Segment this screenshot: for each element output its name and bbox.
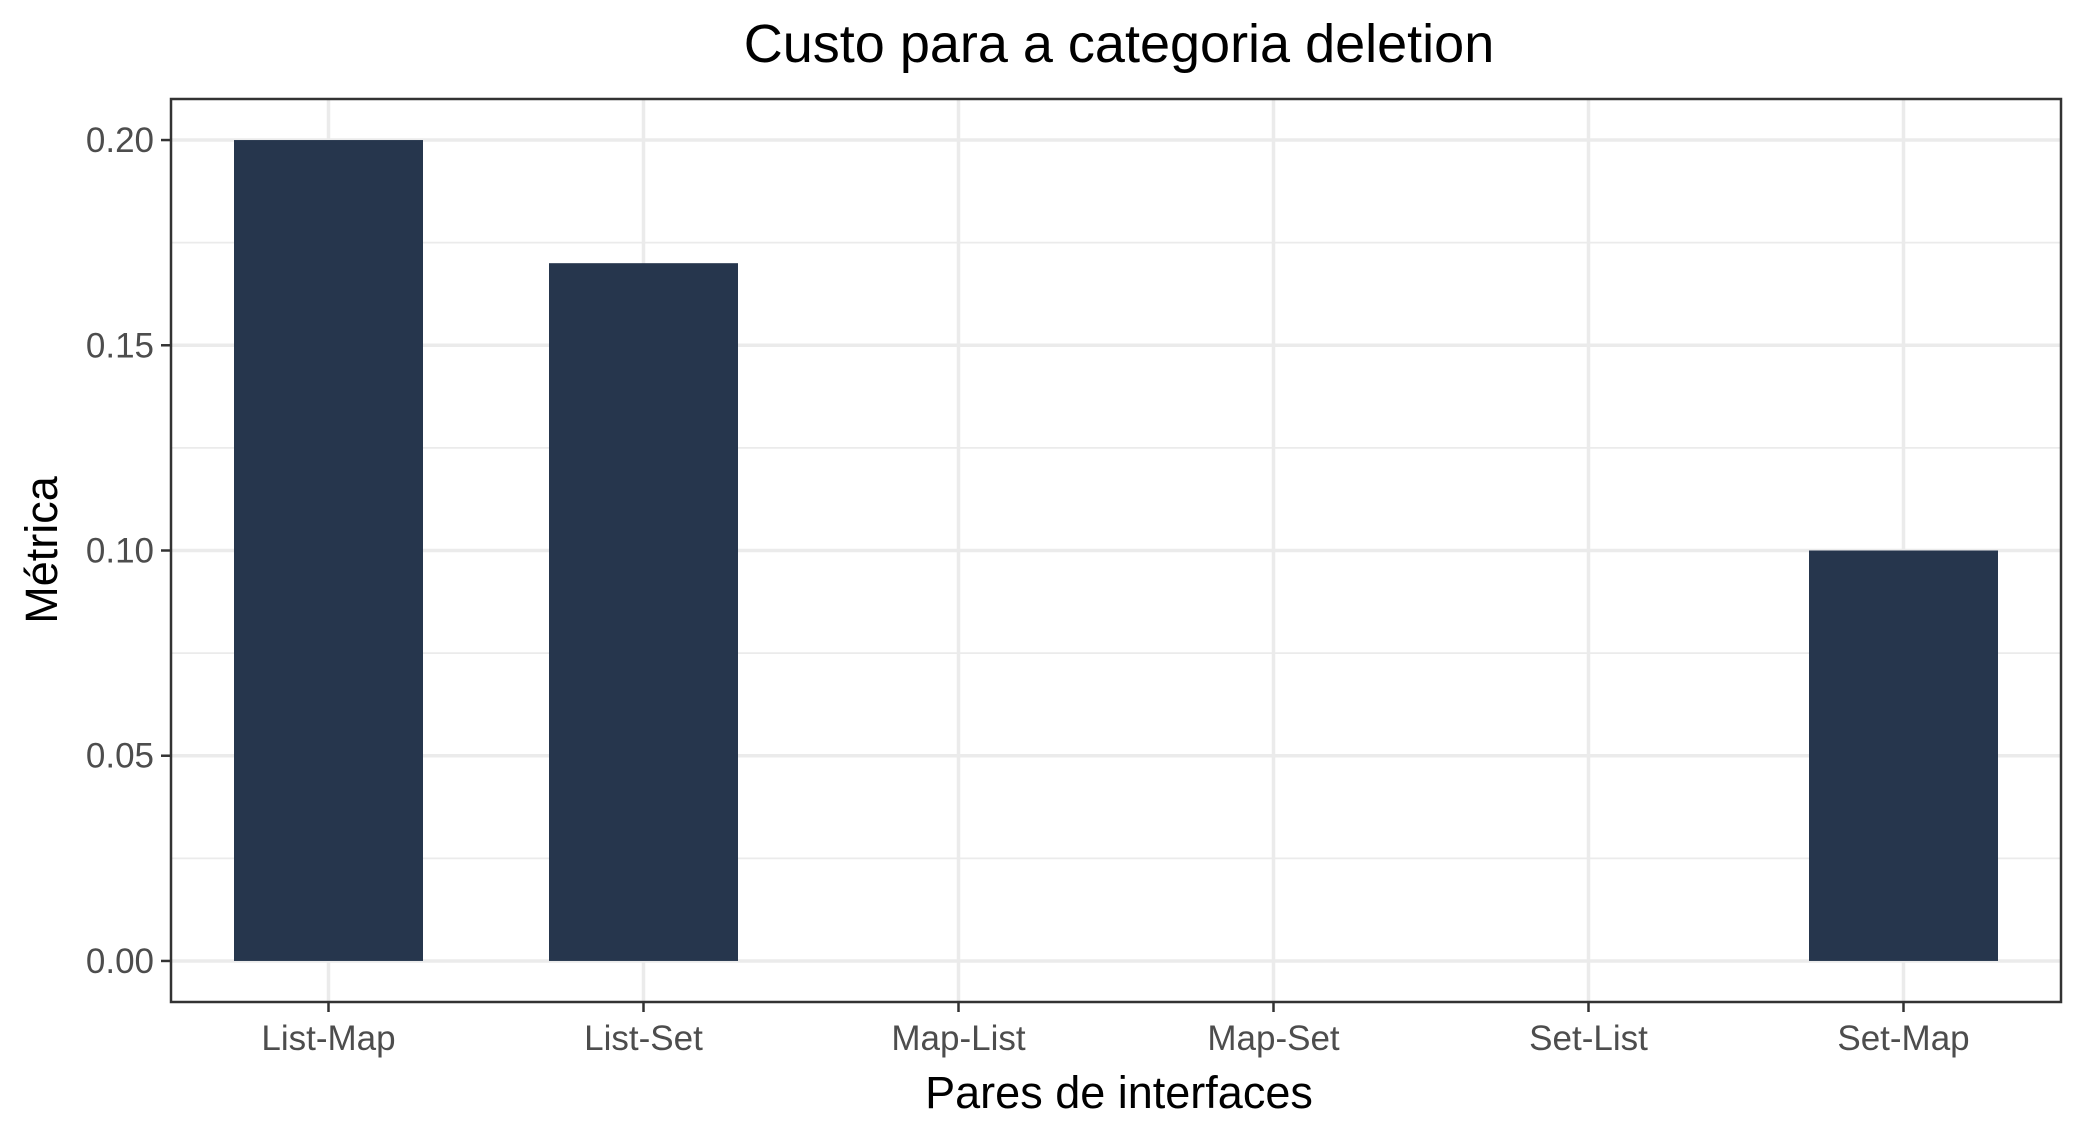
plot-panel [169, 97, 2063, 1004]
chart-title: Custo para a categoria deletion [744, 14, 1495, 74]
x-tick-label: Map-List [891, 1019, 1025, 1058]
x-tick-label: Set-List [1529, 1019, 1648, 1058]
y-tick-label: 0.15 [86, 326, 154, 365]
y-axis: 0.00 0.05 0.10 0.15 0.20 [86, 121, 171, 981]
y-tick-label: 0.05 [86, 737, 154, 776]
x-axis: List-Map List-Set Map-List Map-Set Set-List S… [261, 1002, 1970, 1058]
y-tick-label: 0.00 [86, 942, 154, 981]
x-tick-label: List-Set [584, 1019, 703, 1058]
y-tick-label: 0.10 [86, 532, 154, 571]
y-axis-title: Métrica [16, 475, 67, 623]
bars [234, 140, 1998, 961]
x-tick-label: Set-Map [1837, 1019, 1969, 1058]
x-tick-label: List-Map [261, 1019, 395, 1058]
bar-set-map [1809, 550, 1998, 961]
bar-list-map [234, 140, 423, 961]
y-tick-label: 0.20 [86, 121, 154, 160]
x-tick-label: Map-Set [1207, 1019, 1340, 1058]
bar-list-set [549, 263, 738, 961]
x-axis-title: Pares de interfaces [925, 1067, 1313, 1118]
